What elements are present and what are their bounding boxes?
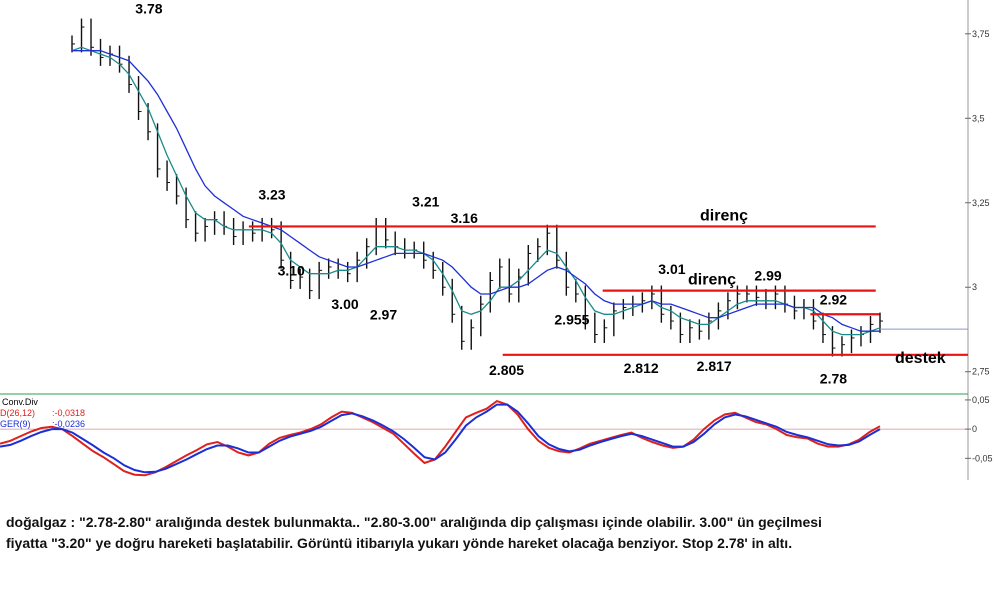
indicator-legend-macd: D(26,12) <box>0 408 35 418</box>
price-annotation: 2.97 <box>370 306 397 322</box>
price-annotation: 3.78 <box>135 1 162 17</box>
price-annotation: 3.23 <box>258 187 285 203</box>
price-y-tick-label: 3,25 <box>972 198 990 208</box>
price-annotation: 2.99 <box>754 268 781 284</box>
macd-line <box>0 399 881 477</box>
indicator-y-tick-label: -0,05 <box>972 453 993 463</box>
commentary-line-1: doğalgaz : "2.78-2.80" aralığında destek… <box>6 514 822 530</box>
price-y-tick-label: 2,75 <box>972 367 990 377</box>
price-annotation: 2.812 <box>624 360 659 376</box>
price-annotation: 2.92 <box>820 291 847 307</box>
level-label: destek <box>895 350 946 367</box>
price-annotation: 3.16 <box>451 210 478 226</box>
price-annotation: 2.955 <box>554 311 589 327</box>
price-y-tick-label: 3,75 <box>972 29 990 39</box>
price-panel: 3,75 3,5 3,25 3 2,75 direnç direnç destek 3.78 3.… <box>0 0 990 480</box>
price-annotation: 3.10 <box>278 262 305 278</box>
price-annotation: 2.817 <box>697 358 732 374</box>
price-annotation: 2.78 <box>820 371 847 387</box>
price-annotation: 2.805 <box>489 362 524 378</box>
indicator-title: Conv.Div <box>2 397 38 407</box>
moving-average-line-1 <box>71 46 881 336</box>
price-annotation: 3.01 <box>658 261 685 277</box>
commentary-text: doğalgaz : "2.78-2.80" aralığında destek… <box>6 512 996 554</box>
indicator-legend-signal: GER(9) <box>0 419 31 429</box>
signal-line <box>0 403 881 474</box>
price-annotation: 3.21 <box>412 193 439 209</box>
indicator-legend-signal-value: :-0,0236 <box>52 419 85 429</box>
price-y-tick-label: 3 <box>972 282 977 292</box>
price-annotation: 3.00 <box>331 296 358 312</box>
moving-average-line-2 <box>72 50 880 332</box>
price-y-tick-label: 3,5 <box>972 113 985 123</box>
indicator-legend-macd-value: :-0,0318 <box>52 408 85 418</box>
indicator-y-tick-label: 0 <box>972 424 977 434</box>
level-label: direnç <box>700 207 748 224</box>
indicator-y-tick-label: 0,05 <box>972 395 990 405</box>
commentary-line-2: fiyatta "3.20" ye doğru hareketi başlata… <box>6 535 793 551</box>
level-label: direnç <box>688 272 736 289</box>
chart-canvas: 3,75 3,5 3,25 3 2,75 direnç direnç destek 3.78 3.… <box>0 0 993 480</box>
indicator-panel: Conv.Div D(26,12) :-0,0318 GER(9) :-0,02… <box>0 395 993 477</box>
